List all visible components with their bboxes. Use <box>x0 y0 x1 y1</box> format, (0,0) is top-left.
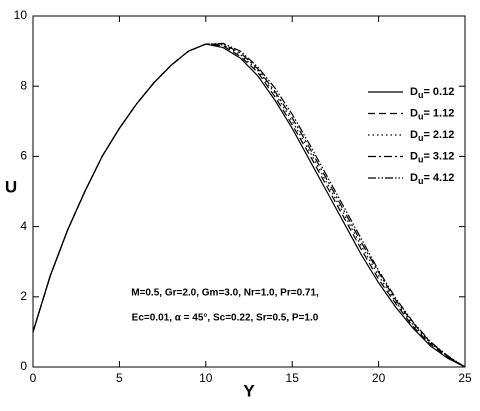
plot-frame <box>32 15 466 368</box>
x-axis-label: Y <box>243 381 255 400</box>
y-tick-label: 8 <box>20 78 27 92</box>
y-tick-label: 2 <box>20 289 27 303</box>
x-tick-label: 15 <box>286 371 300 385</box>
series-line <box>32 42 466 368</box>
y-tick-label: 6 <box>20 149 27 163</box>
legend-label: Du= 2.12 <box>410 129 454 143</box>
y-axis-label: U <box>5 177 17 196</box>
legend-label: Du= 4.12 <box>410 172 454 186</box>
x-tick-label: 10 <box>199 371 213 385</box>
x-tick-label: 20 <box>372 371 386 385</box>
legend-label: Du= 0.12 <box>410 86 454 100</box>
annotation: Ec=0.01, α = 45°, Sc=0.22, Sr=0.5, P=1.0 <box>132 313 319 324</box>
legend-label: Du= 3.12 <box>410 150 454 164</box>
annotation: M=0.5, Gr=2.0, Gm=3.0, Nr=1.0, Pr=0.71, <box>131 288 319 299</box>
y-tick-label: 4 <box>20 219 27 233</box>
x-tick-label: 25 <box>458 371 472 385</box>
y-tick-label: 0 <box>20 359 27 373</box>
x-tick-label: 5 <box>116 371 123 385</box>
legend-label: Du= 1.12 <box>410 107 454 121</box>
y-tick-label: 10 <box>14 8 28 22</box>
x-tick-label: 0 <box>30 371 37 385</box>
